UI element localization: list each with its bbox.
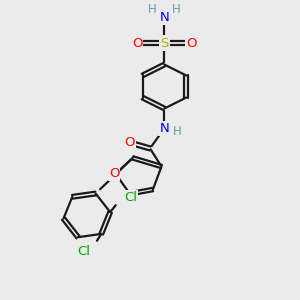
- Text: O: O: [124, 136, 135, 149]
- Text: O: O: [132, 37, 142, 50]
- Text: Cl: Cl: [124, 191, 137, 204]
- Text: H: H: [173, 125, 182, 138]
- Text: O: O: [186, 37, 197, 50]
- Text: H: H: [148, 3, 157, 16]
- Text: Cl: Cl: [77, 244, 91, 257]
- Text: S: S: [160, 37, 169, 50]
- Text: O: O: [109, 167, 119, 180]
- Text: N: N: [160, 122, 169, 135]
- Text: H: H: [172, 3, 181, 16]
- Text: N: N: [160, 11, 169, 24]
